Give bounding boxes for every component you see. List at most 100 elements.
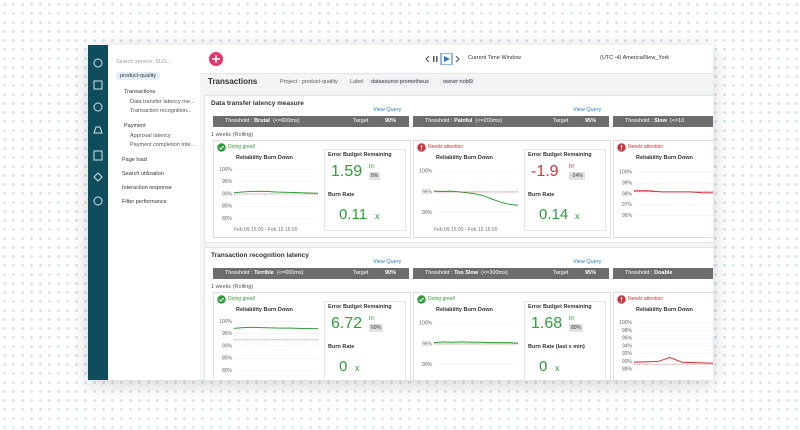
burn-rate-unit: x bbox=[575, 211, 580, 221]
tree-subitem[interactable]: Approval latency bbox=[130, 133, 171, 139]
budget-panel: Error Budget Remaining 1.68 hr 80% Burn Rate… bbox=[524, 301, 606, 380]
chart-title: Reliability Burn Down bbox=[636, 307, 693, 313]
y-tick-label: 100% bbox=[619, 320, 632, 326]
budget-unit: hr bbox=[369, 164, 375, 170]
status: Needs attention bbox=[628, 144, 664, 150]
status-dot bbox=[217, 143, 226, 152]
chart-title: Reliability Burn Down bbox=[236, 155, 293, 161]
window: 1 weeks (Rolling) bbox=[211, 284, 254, 290]
budget-title: Error Budget Remaining bbox=[328, 304, 392, 310]
target-label: Target bbox=[353, 270, 369, 276]
y-tick-label: 95% bbox=[222, 179, 233, 185]
status-icon bbox=[217, 295, 226, 304]
y-tick-label: 97% bbox=[622, 202, 633, 208]
budget-panel: Error Budget Remaining -1.9 hr -24% Burn Rat… bbox=[524, 149, 606, 231]
target-label: Target bbox=[353, 118, 369, 124]
burn-rate-unit: x bbox=[555, 363, 560, 373]
page-title: Transactions bbox=[208, 77, 258, 86]
time-window[interactable]: Current Time Window bbox=[468, 55, 521, 61]
filter-tag[interactable]: product-quality bbox=[116, 72, 161, 80]
view-query[interactable]: View Query bbox=[373, 259, 402, 265]
view-query[interactable]: View Query bbox=[573, 259, 602, 265]
view-query[interactable]: View Query bbox=[373, 107, 402, 113]
threshold-sep: : bbox=[449, 118, 455, 124]
tree-subitem[interactable]: Transaction recognition... bbox=[130, 108, 192, 114]
budget-panel: Error Budget Remaining 1.59 hr 8% Burn Rate 0… bbox=[324, 149, 406, 231]
threshold-name: Too Slow bbox=[454, 270, 479, 276]
burn-rate-value: 0.11 bbox=[339, 206, 368, 223]
budget-title: Error Budget Remaining bbox=[528, 304, 592, 310]
add-button[interactable] bbox=[208, 51, 224, 67]
chart-title: Reliability Burn Down bbox=[436, 155, 493, 161]
status: Doing great! bbox=[228, 296, 256, 302]
slo-card: Doing great! Reliability Burn Down 100% 95%… bbox=[213, 292, 411, 380]
burn-down-line bbox=[233, 326, 318, 330]
y-tick-label: 100% bbox=[619, 170, 632, 176]
y-tick-label: 92% bbox=[622, 351, 633, 357]
timezone[interactable]: (UTC -4) America/New_York bbox=[600, 55, 670, 61]
tree-subitem[interactable]: Payment completion tote... bbox=[130, 142, 196, 148]
burn-rate-unit: x bbox=[355, 363, 360, 373]
status: Needs attention bbox=[428, 144, 464, 150]
threshold-label: Threshold bbox=[625, 270, 650, 276]
budget-title: Error Budget Remaining bbox=[328, 152, 392, 158]
tree-item[interactable]: Payment bbox=[124, 123, 146, 129]
budget-percent: 8% bbox=[369, 172, 381, 180]
y-tick-label: 99% bbox=[622, 181, 633, 187]
tag[interactable]: datasource:prometheus bbox=[368, 78, 432, 86]
threshold-sep: : bbox=[249, 270, 255, 276]
status-icon bbox=[417, 143, 426, 152]
tree-item[interactable]: Transactions bbox=[124, 89, 156, 95]
view-query[interactable]: View Query bbox=[573, 107, 602, 113]
burn-down-chart: 100% 98% 96%94% 92% 90%88% bbox=[619, 320, 713, 372]
tree-item[interactable]: Search utilization bbox=[122, 171, 164, 177]
threshold-sep: : bbox=[249, 118, 255, 124]
y-tick-label: 85% bbox=[222, 204, 233, 210]
y-tick-label: 96% bbox=[622, 213, 633, 219]
budget-unit: hr bbox=[369, 316, 375, 322]
tree-item[interactable]: Filter performance bbox=[122, 199, 167, 205]
tree-item[interactable]: Interaction response bbox=[122, 185, 172, 191]
threshold-name: Slow bbox=[654, 118, 667, 124]
target-value: 90% bbox=[385, 118, 397, 124]
threshold-range: (<=200ms) bbox=[475, 118, 503, 124]
status-glyph bbox=[219, 297, 224, 302]
threshold-range: (<=300ms) bbox=[481, 270, 508, 276]
y-tick-label: 80% bbox=[222, 368, 233, 374]
y-tick-label: 90% bbox=[222, 343, 233, 349]
status: Doing great! bbox=[228, 144, 256, 150]
y-tick-label: 90% bbox=[622, 359, 633, 365]
threshold-label: Threshold bbox=[225, 270, 250, 276]
threshold-name: Terrible bbox=[254, 270, 274, 276]
budget-value: 1.68 bbox=[531, 315, 563, 332]
tree-item[interactable]: Page load bbox=[122, 157, 147, 163]
status-dot bbox=[417, 295, 426, 304]
threshold-bar: Threshold : Terrible (<=600ms) Target 90% bbox=[213, 268, 409, 279]
y-tick-label: 88% bbox=[622, 366, 633, 372]
section-title: Data transfer latency measure bbox=[211, 100, 304, 107]
burn-rate-title: Burn Rate (last x min) bbox=[528, 344, 585, 350]
burn-down-chart: 100% 95% 90% bbox=[419, 320, 519, 368]
tree-subitem[interactable]: Data transfer latency me... bbox=[130, 99, 195, 105]
y-tick-label: 80% bbox=[222, 216, 233, 222]
status-icon bbox=[217, 143, 226, 152]
label-caption: Label bbox=[350, 79, 364, 85]
threshold-name: Painful bbox=[454, 118, 473, 124]
tag[interactable]: owner:nobl9 bbox=[440, 78, 476, 86]
threshold-name: Brutal bbox=[254, 118, 270, 124]
status-glyph bbox=[419, 297, 424, 302]
threshold-bar: Threshold : Doable bbox=[613, 268, 713, 279]
search-input[interactable]: Search service, SLO... bbox=[116, 59, 172, 65]
playback-controls[interactable] bbox=[425, 53, 463, 65]
slo-section: Transaction recognition latency 1 weeks (… bbox=[204, 247, 713, 380]
burn-down-chart: 100% 99% 98% 97% 96% bbox=[619, 170, 713, 219]
threshold-bar: Threshold : Slow (<=10 bbox=[613, 116, 713, 127]
threshold-bar: Threshold : Too Slow (<=300ms) Target 95% bbox=[413, 268, 609, 279]
y-tick-label: 95% bbox=[222, 331, 233, 337]
burn-rate-value: 0 bbox=[339, 358, 348, 375]
target-label: Target bbox=[553, 118, 569, 124]
slo-card: Needs attention Reliability Burn Down 100%… bbox=[613, 140, 713, 238]
chart-title: Reliability Burn Down bbox=[236, 307, 293, 313]
threshold-bar: Threshold : Painful (<=200ms) Target 95% bbox=[413, 116, 609, 127]
